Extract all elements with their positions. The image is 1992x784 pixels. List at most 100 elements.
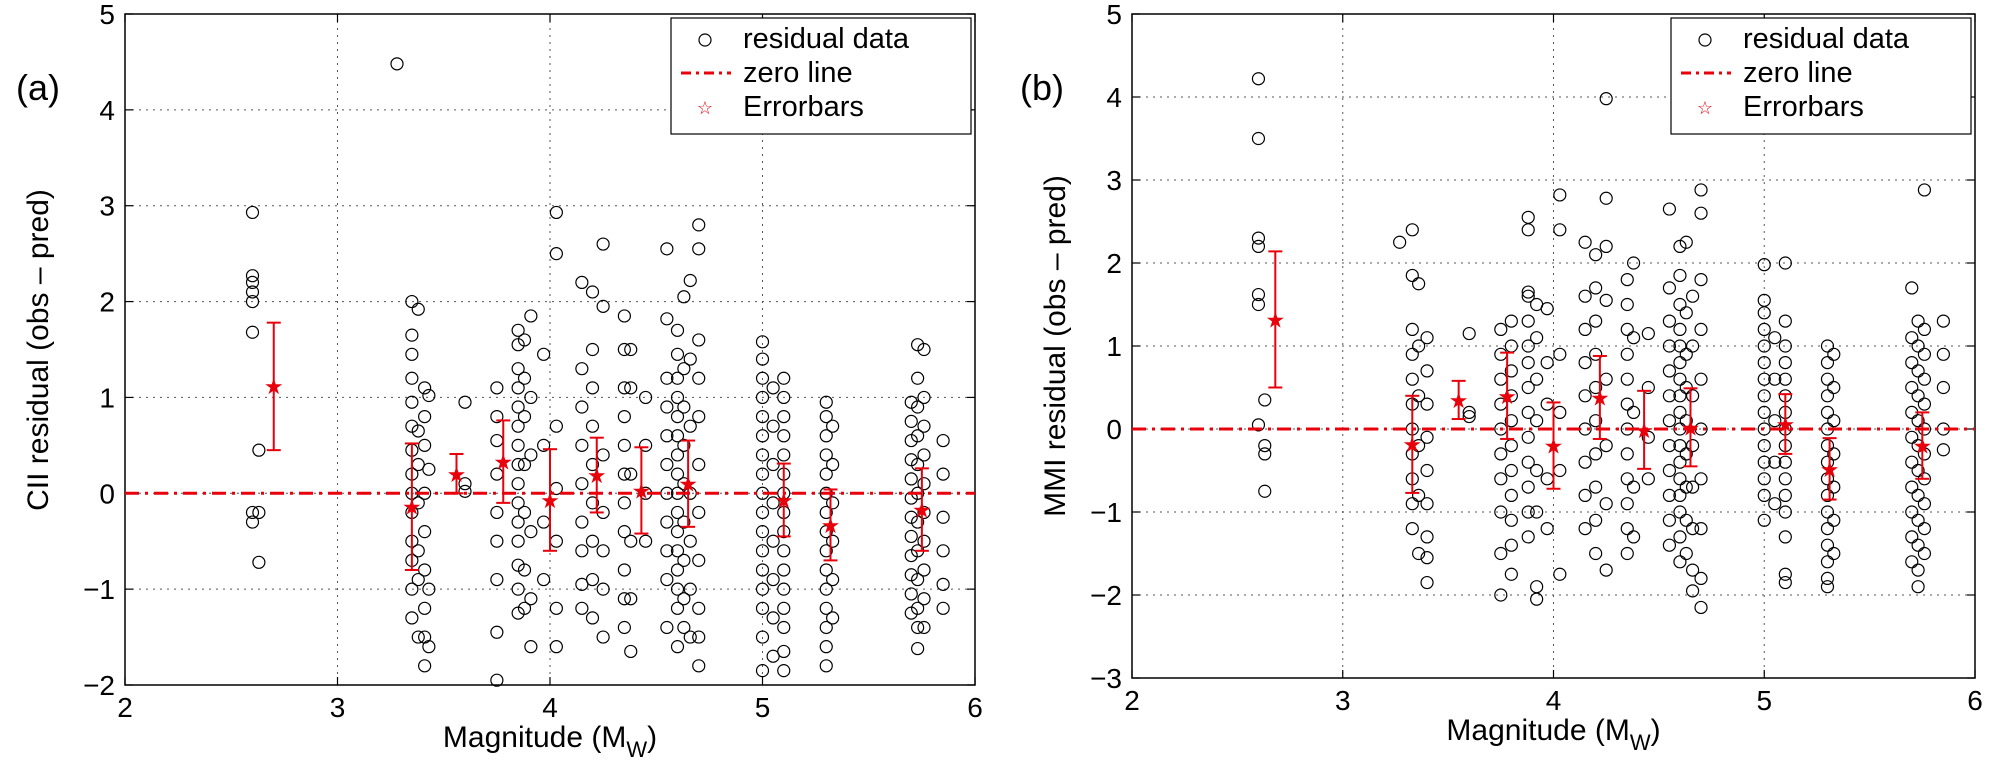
- residual-point: [517, 563, 532, 577]
- residual-point: [777, 644, 791, 659]
- residual-point: [549, 640, 563, 654]
- residual-point: [1757, 322, 1771, 336]
- residual-point: [1694, 322, 1708, 336]
- residual-point: [1589, 248, 1603, 262]
- residual-point: [1589, 281, 1603, 295]
- residual-point: [1251, 231, 1266, 245]
- residual-point: [1504, 314, 1518, 328]
- residual-point: [1504, 414, 1518, 428]
- residual-point: [1757, 405, 1771, 419]
- residual-point: [1405, 322, 1419, 336]
- residual-point: [639, 390, 653, 405]
- residual-point: [1626, 530, 1641, 544]
- residual-point: [1685, 439, 1700, 453]
- residual-point: [639, 438, 653, 452]
- panel-b: (b) 2 3 4 5 6 −3 −2 −1 0 1 2 3 4 5 Magnitude (MW) MMI r…: [1020, 0, 1983, 755]
- residual-point: [755, 467, 770, 481]
- residual-point: [575, 477, 589, 491]
- residual-point: [422, 582, 436, 596]
- residual-point: [575, 601, 589, 615]
- residual-point: [1679, 480, 1693, 494]
- residual-point: [683, 352, 697, 366]
- y-tick-label: −1: [83, 574, 115, 605]
- residual-point: [1405, 521, 1419, 536]
- residual-point: [936, 601, 950, 615]
- residual-point: [755, 601, 770, 615]
- legend-marker-errorbars: ☆: [1697, 98, 1713, 118]
- residual-point: [575, 438, 589, 452]
- residual-point: [245, 515, 260, 529]
- residual-point: [1620, 472, 1634, 486]
- residual-point: [422, 640, 436, 654]
- panel-label-b: (b): [1020, 67, 1064, 108]
- residual-point: [405, 611, 419, 625]
- residual-point: [1578, 455, 1592, 469]
- residual-point: [1757, 372, 1771, 386]
- residual-point: [585, 285, 600, 299]
- residual-point: [511, 400, 525, 414]
- residual-point: [777, 601, 791, 615]
- residual-point: [617, 563, 631, 577]
- residual-point: [917, 563, 931, 577]
- residual-point: [1911, 414, 1925, 428]
- residual-point: [1251, 287, 1266, 302]
- x-tick-label: 5: [1756, 685, 1772, 716]
- residual-point: [1504, 538, 1518, 552]
- residual-point: [1521, 430, 1535, 444]
- legend-label: zero line: [743, 57, 853, 89]
- residual-point: [692, 505, 706, 520]
- residual-point: [755, 335, 770, 349]
- residual-point: [1778, 356, 1792, 370]
- residual-point: [490, 381, 504, 395]
- residual-point: [826, 457, 840, 472]
- residual-point: [660, 400, 674, 414]
- residual-point: [1504, 513, 1518, 527]
- residual-point: [766, 649, 780, 663]
- residual-point: [1462, 409, 1476, 424]
- residual-point: [1936, 380, 1950, 395]
- residual-point: [819, 601, 833, 615]
- residual-point: [575, 577, 589, 591]
- residual-point: [1530, 331, 1544, 345]
- residual-point: [405, 371, 419, 385]
- residual-point: [670, 582, 685, 596]
- residual-point: [911, 572, 925, 587]
- residual-point: [1420, 551, 1434, 565]
- residual-point: [683, 273, 697, 288]
- residual-point: [1662, 389, 1677, 403]
- residual-point: [1494, 546, 1508, 561]
- residual-point: [755, 390, 770, 405]
- residual-point: [585, 457, 600, 472]
- residual-point: [1679, 447, 1693, 461]
- y-tick-label: 5: [1106, 0, 1122, 30]
- residual-point: [1578, 521, 1592, 536]
- residual-point: [1599, 293, 1613, 307]
- residual-point: [411, 630, 425, 644]
- y-tick-label: −1: [1090, 497, 1122, 528]
- residual-point: [1685, 480, 1700, 494]
- residual-point: [917, 390, 931, 405]
- residual-point: [1251, 239, 1266, 253]
- residual-point: [1911, 364, 1925, 378]
- errorbar-mean-star: ★: [1820, 457, 1840, 482]
- residual-point: [1905, 555, 1919, 569]
- residual-point: [1251, 131, 1266, 146]
- residual-point: [1768, 414, 1782, 428]
- residual-point: [1778, 455, 1792, 469]
- residual-point: [585, 342, 600, 357]
- residual-point: [917, 477, 931, 491]
- residual-point: [524, 592, 538, 606]
- residual-point: [1673, 439, 1687, 453]
- residual-point: [422, 388, 436, 403]
- residual-point: [1462, 326, 1476, 341]
- residual-point: [766, 534, 780, 548]
- residual-point: [490, 673, 504, 687]
- residual-point: [936, 433, 950, 448]
- residual-point: [1768, 455, 1782, 469]
- residual-point: [1694, 372, 1708, 386]
- residual-point: [1778, 575, 1792, 590]
- residual-point: [596, 630, 610, 644]
- legend-marker-residual: [698, 33, 712, 47]
- residual-point: [936, 577, 950, 591]
- residual-point: [1578, 356, 1592, 370]
